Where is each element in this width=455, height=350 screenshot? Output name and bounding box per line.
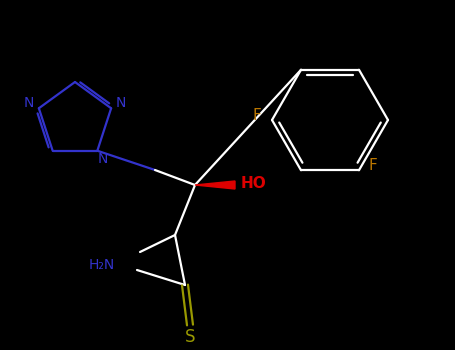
Text: N: N [97, 152, 107, 166]
Text: S: S [185, 328, 195, 346]
Text: F: F [369, 158, 377, 173]
Text: H₂N: H₂N [89, 258, 115, 272]
Text: F: F [253, 107, 261, 122]
Polygon shape [195, 181, 235, 189]
Text: N: N [116, 96, 126, 110]
Text: HO: HO [240, 175, 266, 190]
Text: N: N [24, 96, 34, 110]
